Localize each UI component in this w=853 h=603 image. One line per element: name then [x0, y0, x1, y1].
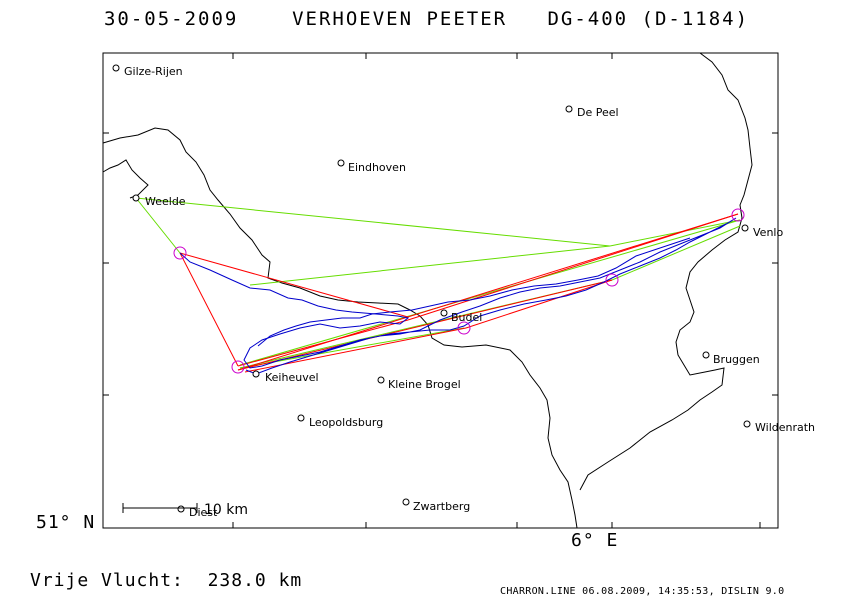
place-label: Bruggen — [713, 353, 760, 366]
distance-value: 238.0 km — [207, 570, 303, 591]
turnpoint-circle — [173, 246, 187, 260]
map-title: 30-05-2009 VERHOEVEN PEETER DG-400 (D-11… — [0, 8, 853, 30]
flight-track — [179, 217, 737, 375]
place-label: Eindhoven — [348, 161, 406, 174]
place-marker — [377, 376, 385, 384]
glider-type: DG-400 (D-1184) — [547, 8, 750, 30]
place-markers — [112, 64, 751, 513]
place-label: Venlo — [753, 226, 783, 239]
place-marker — [297, 414, 305, 422]
place-label: Diest — [189, 506, 218, 519]
scale-bar — [122, 503, 198, 513]
pilot-name: VERHOEVEN PEETER — [292, 8, 508, 30]
place-label: Wildenrath — [755, 421, 815, 434]
place-marker — [337, 159, 345, 167]
credits-line: CHARRON.LINE 06.08.2009, 14:35:53, DISLI… — [500, 586, 785, 597]
place-label: Gilze-Rijen — [124, 65, 183, 78]
place-labels: Gilze-Rijen De Peel Eindhoven Weelde Ven… — [124, 65, 815, 519]
turnpoint-circle — [231, 360, 245, 374]
place-marker — [743, 420, 751, 428]
place-label: De Peel — [577, 106, 619, 119]
declared-legs — [135, 197, 741, 369]
place-marker — [252, 370, 260, 378]
meuse-border — [579, 52, 753, 491]
distance-label: Vrije Vlucht: — [30, 570, 184, 591]
latitude-label: 51° N — [36, 512, 96, 533]
place-marker — [565, 105, 573, 113]
turnpoint-circle — [731, 208, 745, 222]
place-marker — [177, 505, 185, 513]
map-frame — [102, 52, 779, 529]
place-marker — [132, 194, 140, 202]
turnpoint-circle — [457, 321, 471, 335]
axis-ticks — [103, 53, 778, 528]
flight-track-loop — [257, 237, 691, 347]
place-label: Weelde — [145, 195, 186, 208]
place-marker — [402, 498, 410, 506]
place-label: Leopoldsburg — [309, 416, 383, 429]
place-label: Keiheuvel — [265, 371, 319, 384]
task-legs — [179, 213, 739, 373]
place-label: Kleine Brogel — [388, 378, 461, 391]
place-label: Zwartberg — [413, 500, 470, 513]
longitude-label: 6° E — [571, 530, 619, 551]
place-marker — [741, 224, 749, 232]
border-line-north — [102, 159, 149, 199]
scale-label: 10 km — [204, 502, 248, 518]
place-label: Budel — [451, 311, 482, 324]
turnpoint-circle — [605, 273, 619, 287]
free-flight-distance: Vrije Vlucht: 238.0 km — [30, 570, 302, 591]
flight-date: 30-05-2009 — [103, 8, 239, 30]
place-marker — [112, 64, 120, 72]
place-marker — [440, 309, 448, 317]
border-line — [102, 127, 578, 529]
place-marker — [702, 351, 710, 359]
turnpoint-markers — [173, 208, 745, 374]
